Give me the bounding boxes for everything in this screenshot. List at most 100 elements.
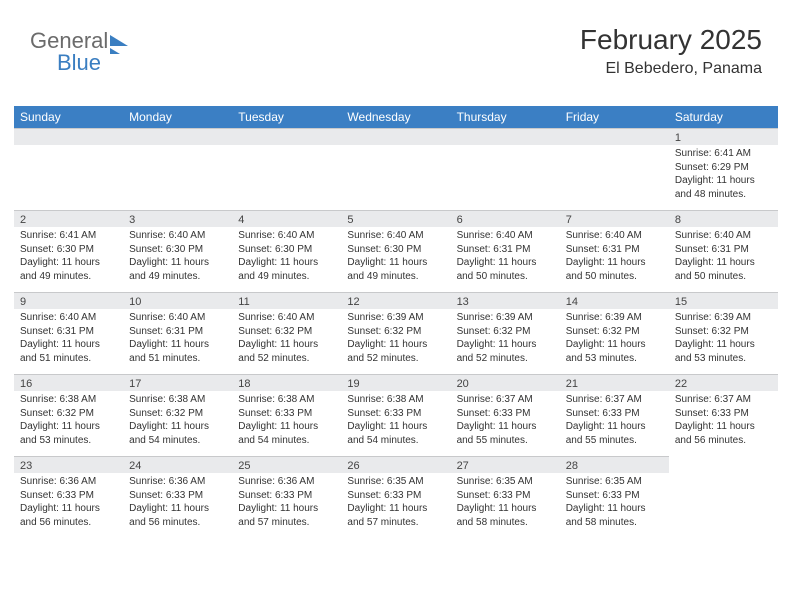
day-details: Sunrise: 6:40 AMSunset: 6:31 PMDaylight:…	[14, 309, 123, 369]
sunrise-text: Sunrise: 6:40 AM	[129, 229, 226, 243]
daylight1-text: Daylight: 11 hours	[129, 256, 226, 270]
sunrise-text: Sunrise: 6:38 AM	[238, 393, 335, 407]
day-cell: 24Sunrise: 6:36 AMSunset: 6:33 PMDayligh…	[123, 456, 232, 538]
day-cell: 14Sunrise: 6:39 AMSunset: 6:32 PMDayligh…	[560, 292, 669, 374]
daylight1-text: Daylight: 11 hours	[20, 338, 117, 352]
sunset-text: Sunset: 6:32 PM	[20, 407, 117, 421]
sunset-text: Sunset: 6:32 PM	[347, 325, 444, 339]
daylight2-text: and 56 minutes.	[129, 516, 226, 530]
daylight2-text: and 48 minutes.	[675, 188, 772, 202]
day-number: 20	[451, 374, 560, 391]
calendar: Sunday Monday Tuesday Wednesday Thursday…	[14, 106, 778, 538]
daylight1-text: Daylight: 11 hours	[129, 420, 226, 434]
daylight2-text: and 53 minutes.	[566, 352, 663, 366]
day-number: 10	[123, 292, 232, 309]
daylight1-text: Daylight: 11 hours	[129, 502, 226, 516]
day-number: 13	[451, 292, 560, 309]
day-number: 6	[451, 210, 560, 227]
sunrise-text: Sunrise: 6:37 AM	[675, 393, 772, 407]
sunset-text: Sunset: 6:31 PM	[20, 325, 117, 339]
day-number: 27	[451, 456, 560, 473]
sunrise-text: Sunrise: 6:36 AM	[238, 475, 335, 489]
day-cell: 17Sunrise: 6:38 AMSunset: 6:32 PMDayligh…	[123, 374, 232, 456]
sunset-text: Sunset: 6:31 PM	[675, 243, 772, 257]
daylight1-text: Daylight: 11 hours	[238, 338, 335, 352]
sunset-text: Sunset: 6:33 PM	[457, 489, 554, 503]
day-cell: 8Sunrise: 6:40 AMSunset: 6:31 PMDaylight…	[669, 210, 778, 292]
day-details: Sunrise: 6:39 AMSunset: 6:32 PMDaylight:…	[669, 309, 778, 369]
sunset-text: Sunset: 6:33 PM	[129, 489, 226, 503]
day-number: 4	[232, 210, 341, 227]
day-number	[123, 128, 232, 145]
logo-word2-wrap: Blue	[57, 50, 101, 76]
day-cell: 6Sunrise: 6:40 AMSunset: 6:31 PMDaylight…	[451, 210, 560, 292]
day-cell	[341, 128, 450, 210]
day-details: Sunrise: 6:38 AMSunset: 6:33 PMDaylight:…	[341, 391, 450, 451]
sunset-text: Sunset: 6:33 PM	[457, 407, 554, 421]
sunrise-text: Sunrise: 6:39 AM	[457, 311, 554, 325]
daylight1-text: Daylight: 11 hours	[347, 502, 444, 516]
day-number	[232, 128, 341, 145]
day-number	[560, 128, 669, 145]
day-header-row: Sunday Monday Tuesday Wednesday Thursday…	[14, 106, 778, 128]
daylight2-text: and 57 minutes.	[347, 516, 444, 530]
sunset-text: Sunset: 6:33 PM	[238, 489, 335, 503]
daylight2-text: and 50 minutes.	[675, 270, 772, 284]
location: El Bebedero, Panama	[580, 60, 762, 78]
daylight2-text: and 52 minutes.	[347, 352, 444, 366]
week-row: 16Sunrise: 6:38 AMSunset: 6:32 PMDayligh…	[14, 374, 778, 456]
day-number: 17	[123, 374, 232, 391]
daylight2-text: and 53 minutes.	[675, 352, 772, 366]
sunrise-text: Sunrise: 6:36 AM	[129, 475, 226, 489]
sunset-text: Sunset: 6:33 PM	[675, 407, 772, 421]
day-number: 25	[232, 456, 341, 473]
day-details: Sunrise: 6:40 AMSunset: 6:31 PMDaylight:…	[560, 227, 669, 287]
day-number: 28	[560, 456, 669, 473]
daylight1-text: Daylight: 11 hours	[20, 502, 117, 516]
day-number: 14	[560, 292, 669, 309]
daylight1-text: Daylight: 11 hours	[20, 256, 117, 270]
daylight1-text: Daylight: 11 hours	[347, 338, 444, 352]
daylight2-text: and 52 minutes.	[238, 352, 335, 366]
daylight2-text: and 58 minutes.	[566, 516, 663, 530]
day-number: 5	[341, 210, 450, 227]
day-number: 9	[14, 292, 123, 309]
daylight2-text: and 52 minutes.	[457, 352, 554, 366]
daylight2-text: and 54 minutes.	[347, 434, 444, 448]
day-cell: 19Sunrise: 6:38 AMSunset: 6:33 PMDayligh…	[341, 374, 450, 456]
day-number: 15	[669, 292, 778, 309]
sunset-text: Sunset: 6:30 PM	[129, 243, 226, 257]
sunset-text: Sunset: 6:32 PM	[675, 325, 772, 339]
daylight1-text: Daylight: 11 hours	[566, 256, 663, 270]
sunset-text: Sunset: 6:32 PM	[129, 407, 226, 421]
daylight1-text: Daylight: 11 hours	[457, 338, 554, 352]
daylight1-text: Daylight: 11 hours	[457, 256, 554, 270]
month-title: February 2025	[580, 24, 762, 56]
daylight1-text: Daylight: 11 hours	[20, 420, 117, 434]
daylight1-text: Daylight: 11 hours	[129, 338, 226, 352]
day-details: Sunrise: 6:40 AMSunset: 6:31 PMDaylight:…	[451, 227, 560, 287]
day-details: Sunrise: 6:36 AMSunset: 6:33 PMDaylight:…	[14, 473, 123, 533]
day-header: Sunday	[14, 106, 123, 128]
sunrise-text: Sunrise: 6:37 AM	[457, 393, 554, 407]
day-number: 22	[669, 374, 778, 391]
sunrise-text: Sunrise: 6:35 AM	[566, 475, 663, 489]
day-number: 2	[14, 210, 123, 227]
sunrise-text: Sunrise: 6:36 AM	[20, 475, 117, 489]
sunrise-text: Sunrise: 6:37 AM	[566, 393, 663, 407]
day-details: Sunrise: 6:40 AMSunset: 6:30 PMDaylight:…	[232, 227, 341, 287]
daylight2-text: and 54 minutes.	[129, 434, 226, 448]
day-cell: 15Sunrise: 6:39 AMSunset: 6:32 PMDayligh…	[669, 292, 778, 374]
day-details: Sunrise: 6:38 AMSunset: 6:33 PMDaylight:…	[232, 391, 341, 451]
day-number: 1	[669, 128, 778, 145]
day-cell: 18Sunrise: 6:38 AMSunset: 6:33 PMDayligh…	[232, 374, 341, 456]
day-cell: 16Sunrise: 6:38 AMSunset: 6:32 PMDayligh…	[14, 374, 123, 456]
sunset-text: Sunset: 6:31 PM	[566, 243, 663, 257]
day-number	[341, 128, 450, 145]
day-details: Sunrise: 6:37 AMSunset: 6:33 PMDaylight:…	[669, 391, 778, 451]
daylight1-text: Daylight: 11 hours	[347, 256, 444, 270]
daylight1-text: Daylight: 11 hours	[457, 502, 554, 516]
sunset-text: Sunset: 6:33 PM	[20, 489, 117, 503]
sunrise-text: Sunrise: 6:39 AM	[675, 311, 772, 325]
day-cell: 12Sunrise: 6:39 AMSunset: 6:32 PMDayligh…	[341, 292, 450, 374]
